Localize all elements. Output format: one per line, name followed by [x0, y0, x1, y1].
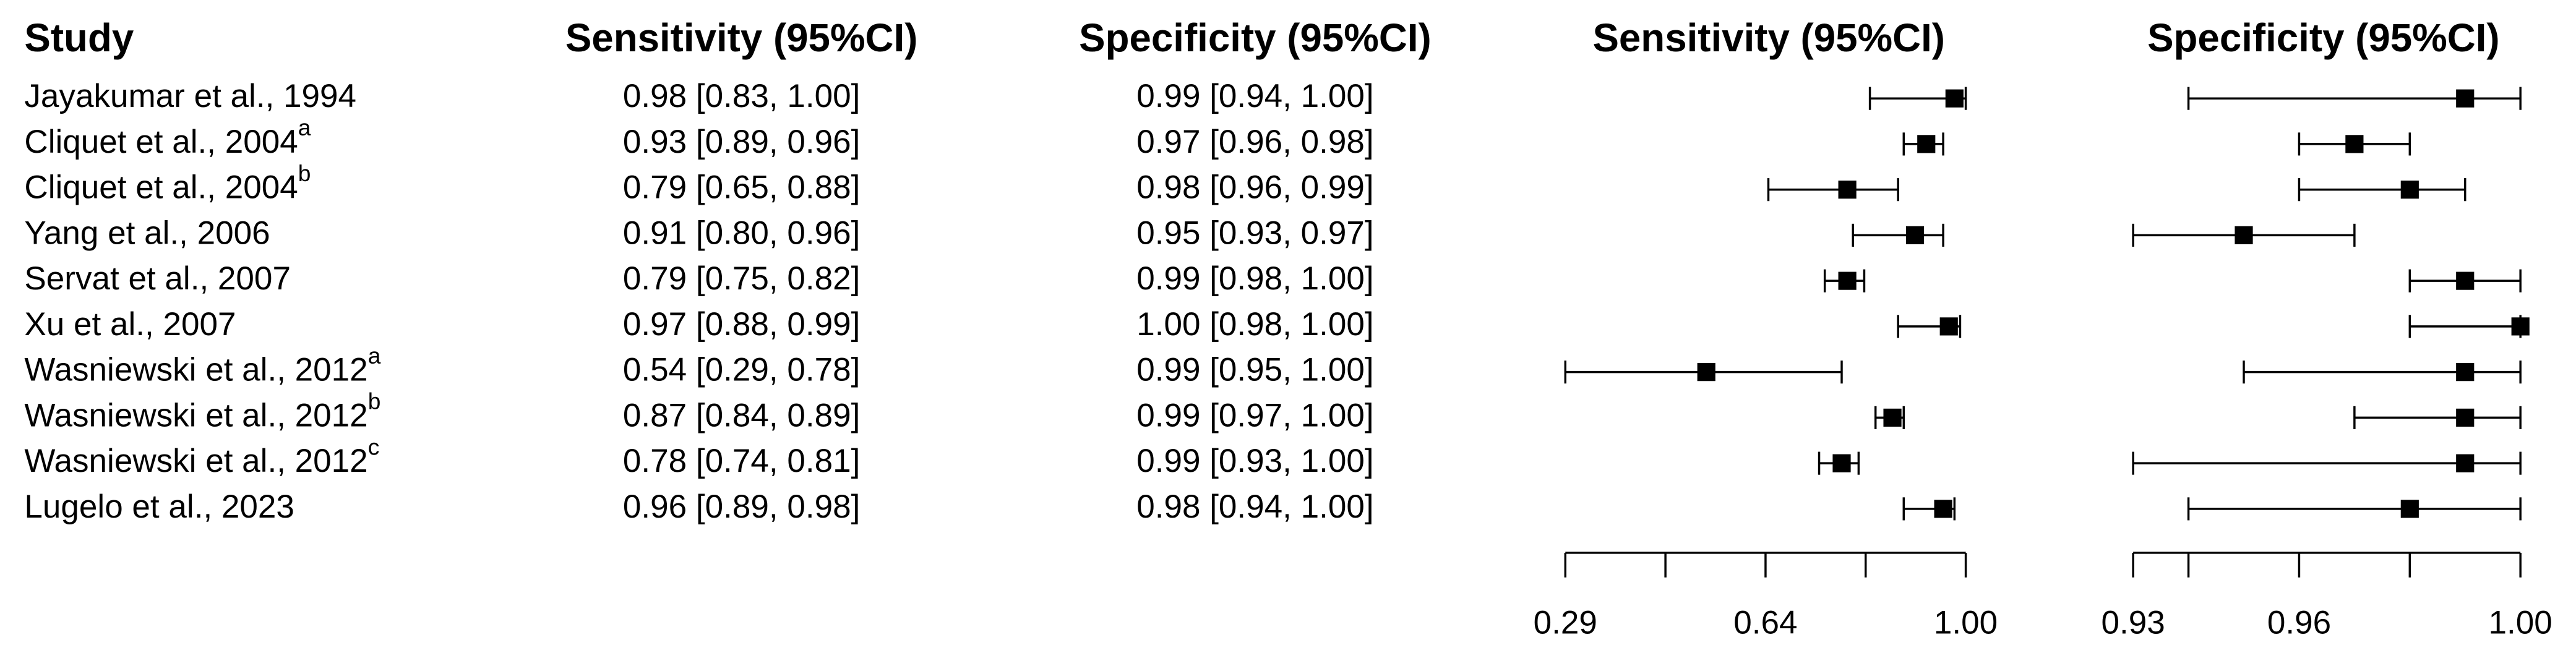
estimate-label: 0.98 [0.96, 0.99] — [1136, 169, 1373, 206]
estimate-label: 0.99 [0.95, 1.00] — [1136, 352, 1373, 388]
estimate-label: 0.97 [0.88, 0.99] — [623, 306, 860, 343]
point-estimate — [2456, 271, 2475, 290]
study-label: Lugelo et al., 2023 — [24, 489, 294, 525]
study-label: Jayakumar et al., 1994 — [24, 78, 356, 114]
estimate-label: 0.79 [0.65, 0.88] — [623, 169, 860, 206]
study-label: Xu et al., 2007 — [24, 306, 236, 343]
column-header: Sensitivity (95%CI) — [565, 16, 918, 60]
estimate-label: 1.00 [0.98, 1.00] — [1136, 306, 1373, 343]
study-name: Wasniewski et al., 2012 — [24, 352, 367, 388]
plot-header: Sensitivity (95%CI) — [1592, 16, 1945, 60]
point-estimate — [2456, 89, 2475, 108]
x-tick-label: 1.00 — [2489, 605, 2552, 641]
study-label: Cliquet et al., 2004a — [24, 114, 311, 160]
estimate-label: 0.91 [0.80, 0.96] — [623, 215, 860, 251]
point-estimate — [2456, 454, 2475, 472]
study-header: Study — [24, 16, 134, 60]
point-estimate — [1934, 500, 1952, 518]
estimate-label: 0.78 [0.74, 0.81] — [623, 443, 860, 479]
study-superscript: c — [368, 433, 380, 459]
study-name: Lugelo et al., 2023 — [24, 489, 294, 525]
estimate-label: 0.99 [0.97, 1.00] — [1136, 397, 1373, 433]
point-estimate — [1832, 454, 1851, 472]
estimate-label: 0.98 [0.94, 1.00] — [1136, 489, 1373, 525]
point-estimate — [1838, 181, 1857, 199]
point-estimate — [1939, 317, 1958, 336]
study-name: Cliquet et al., 2004 — [24, 124, 298, 160]
x-tick-label: 0.93 — [2102, 605, 2165, 641]
study-name: Servat et al., 2007 — [24, 260, 291, 297]
estimate-label: 0.79 [0.75, 0.82] — [623, 260, 860, 297]
point-estimate — [2456, 408, 2475, 427]
estimate-label: 0.98 [0.83, 1.00] — [623, 78, 860, 114]
point-estimate — [1905, 226, 1925, 244]
study-name: Cliquet et al., 2004 — [24, 169, 298, 206]
x-tick-label: 0.29 — [1534, 605, 1597, 641]
estimate-label: 0.97 [0.96, 0.98] — [1136, 124, 1373, 160]
study-superscript: a — [368, 343, 381, 369]
estimate-label: 0.99 [0.94, 1.00] — [1136, 78, 1373, 114]
study-label: Wasniewski et al., 2012a — [24, 343, 380, 388]
study-superscript: b — [298, 160, 311, 186]
point-estimate — [2345, 135, 2364, 153]
point-estimate — [1697, 363, 1715, 382]
estimate-label: 0.87 [0.84, 0.89] — [623, 397, 860, 433]
x-tick-label: 1.00 — [1934, 605, 1998, 641]
point-estimate — [2235, 226, 2253, 244]
estimate-label: 0.96 [0.89, 0.98] — [623, 489, 860, 525]
study-name: Xu et al., 2007 — [24, 306, 236, 343]
study-label: Cliquet et al., 2004b — [24, 160, 311, 206]
estimate-label: 0.93 [0.89, 0.96] — [623, 124, 860, 160]
study-label: Wasniewski et al., 2012c — [24, 433, 379, 479]
study-label: Wasniewski et al., 2012b — [24, 388, 380, 433]
plot-header: Specificity (95%CI) — [2147, 16, 2500, 60]
point-estimate — [2511, 317, 2530, 336]
estimate-label: 0.99 [0.93, 1.00] — [1136, 443, 1373, 479]
study-name: Yang et al., 2006 — [24, 215, 270, 251]
study-superscript: a — [298, 114, 311, 140]
point-estimate — [1945, 89, 1964, 108]
point-estimate — [2456, 363, 2475, 382]
study-superscript: b — [368, 388, 381, 414]
estimate-label: 0.99 [0.98, 1.00] — [1136, 260, 1373, 297]
study-name: Wasniewski et al., 2012 — [24, 443, 367, 479]
study-name: Jayakumar et al., 1994 — [24, 78, 356, 114]
x-tick-label: 0.64 — [1733, 605, 1797, 641]
study-label: Yang et al., 2006 — [24, 215, 270, 251]
study-label: Servat et al., 2007 — [24, 260, 291, 297]
point-estimate — [1883, 408, 1902, 427]
point-estimate — [2400, 181, 2419, 199]
estimate-label: 0.54 [0.29, 0.78] — [623, 352, 860, 388]
column-header: Specificity (95%CI) — [1079, 16, 1432, 60]
point-estimate — [2400, 500, 2419, 518]
study-name: Wasniewski et al., 2012 — [24, 397, 367, 433]
point-estimate — [1917, 135, 1936, 153]
estimate-label: 0.95 [0.93, 0.97] — [1136, 215, 1373, 251]
point-estimate — [1838, 271, 1857, 290]
x-tick-label: 0.96 — [2267, 605, 2331, 641]
